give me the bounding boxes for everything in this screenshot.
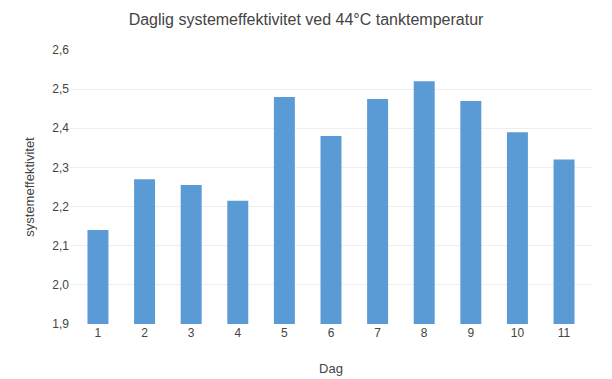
svg-text:9: 9 [467,326,474,340]
svg-text:10: 10 [511,326,525,340]
svg-text:2: 2 [141,326,148,340]
svg-text:systemeffektivitet: systemeffektivitet [22,137,37,237]
svg-text:2,5: 2,5 [52,82,69,96]
svg-text:2,4: 2,4 [52,121,69,135]
svg-text:7: 7 [374,326,381,340]
svg-text:2,2: 2,2 [52,200,69,214]
svg-text:5: 5 [281,326,288,340]
svg-text:2,6: 2,6 [52,43,69,57]
svg-text:11: 11 [558,326,571,340]
svg-text:6: 6 [328,326,335,340]
svg-text:1,9: 1,9 [52,317,69,331]
svg-text:2,3: 2,3 [52,161,69,175]
svg-text:3: 3 [188,326,195,340]
svg-text:Dag: Dag [319,361,343,376]
svg-text:4: 4 [234,326,241,340]
svg-text:2,0: 2,0 [52,278,69,292]
svg-text:2,1: 2,1 [52,239,69,253]
svg-text:Daglig systemeffektivitet ved: Daglig systemeffektivitet ved 44°C tankt… [129,11,484,28]
svg-text:8: 8 [421,326,428,340]
svg-text:1: 1 [95,326,102,340]
